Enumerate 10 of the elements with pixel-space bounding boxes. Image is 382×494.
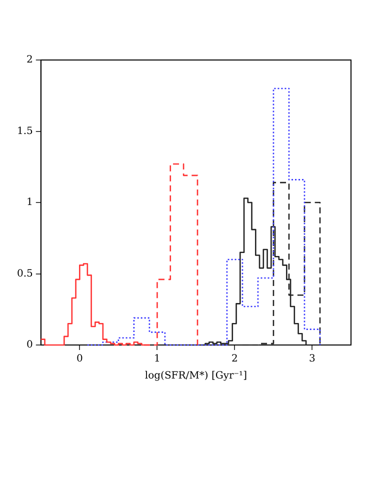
y-tick-label: 2 xyxy=(26,54,33,66)
y-tick-label: 1 xyxy=(26,197,33,208)
y-tick-label: 1.5 xyxy=(16,126,33,137)
y-tick-label: 0.5 xyxy=(16,268,33,280)
x-tick-label: 3 xyxy=(309,354,316,365)
x-tick-label: 0 xyxy=(76,354,83,365)
x-tick-label: 2 xyxy=(232,354,238,365)
y-tick-label: 0 xyxy=(26,340,33,351)
x-axis-title: log(SFR/M*) [Gyr⁻¹] xyxy=(144,370,248,382)
x-tick-label: 1 xyxy=(154,354,160,365)
